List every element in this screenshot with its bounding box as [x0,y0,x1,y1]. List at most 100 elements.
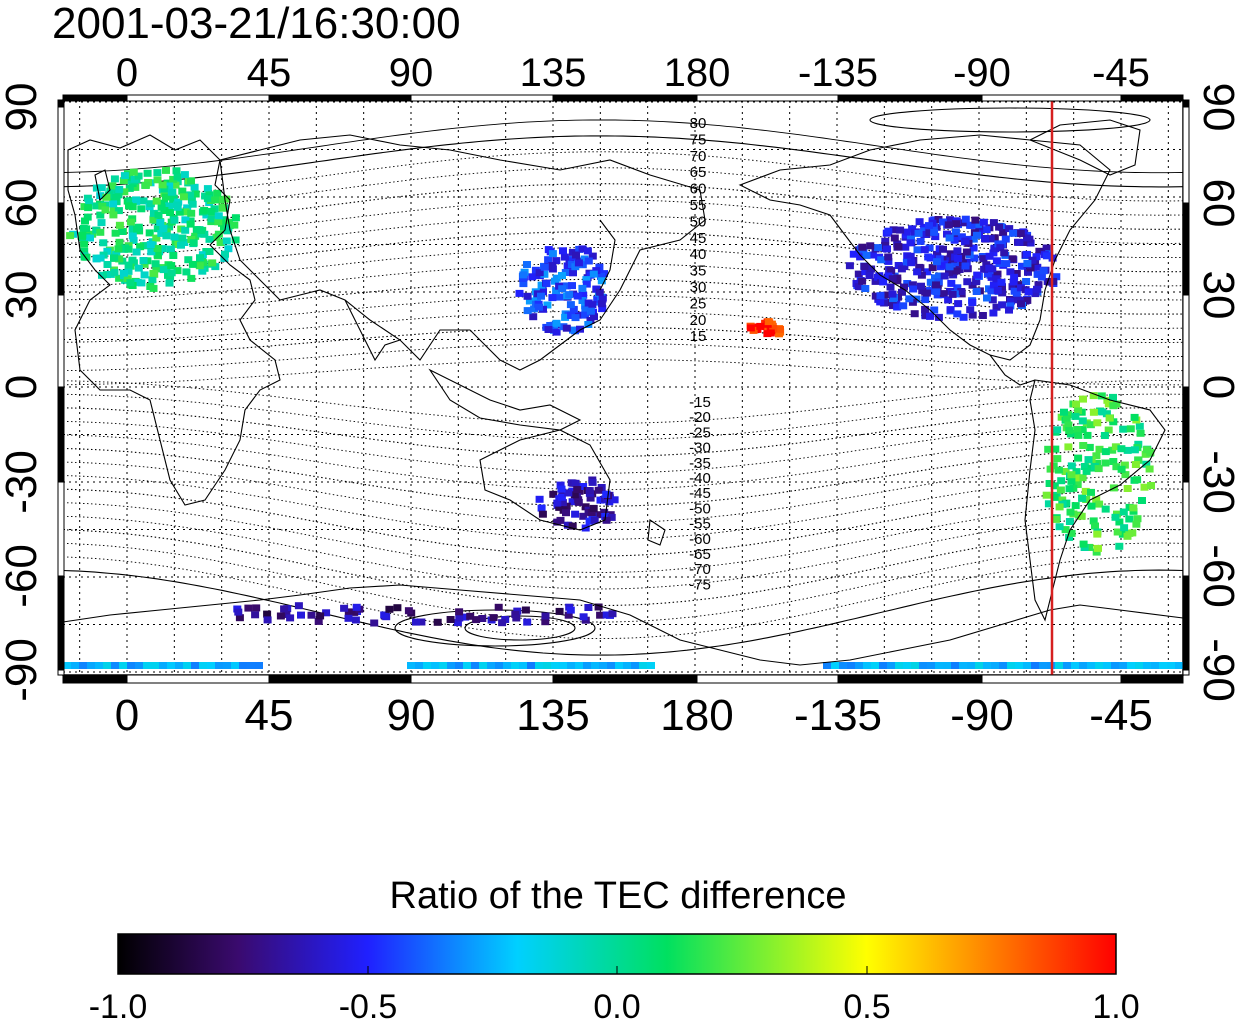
tec-cell [591,662,599,669]
tec-cell [286,614,295,622]
tec-cell [558,285,567,293]
tec-cell [945,234,954,242]
tec-cell [1073,481,1082,488]
lat-tick-left: 60 [0,179,46,228]
tec-cell [207,208,216,215]
tec-cell [958,219,967,227]
tec-cell [294,602,303,610]
tec-cell [1077,512,1086,520]
tec-cell [903,662,911,669]
tec-cell [1008,283,1017,291]
tec-cell [594,603,603,611]
tec-cell [1133,476,1142,484]
tec-cell [92,184,101,192]
tec-cell [216,196,225,204]
colorbar-tick-label: -1.0 [89,988,148,1024]
tec-cell [562,509,570,517]
tec-cell [548,262,557,269]
tec-cell [1050,482,1059,490]
axis-bar-left [57,106,65,204]
tec-cell [928,264,937,272]
lat-tick-left: -90 [0,638,46,702]
tec-cell [590,516,599,524]
tec-cell [370,619,379,627]
tec-cell [1094,465,1103,473]
tec-cell [203,195,212,203]
tec-cell [552,328,561,336]
tec-cell [1005,306,1013,314]
tec-cell [1007,297,1015,305]
coast-greenland [1028,119,1141,176]
tec-cell [159,225,168,232]
tec-cell [86,234,94,242]
tec-cell [1129,504,1138,512]
tec-cell [511,662,519,669]
tec-cell [598,295,607,303]
tec-cell [1078,417,1087,425]
mlat-label: 15 [690,328,707,345]
tec-cell [890,294,898,302]
tec-cell [1125,515,1134,523]
tec-cell [231,662,239,669]
tec-cell [129,236,138,244]
tec-cell [1010,273,1019,281]
tec-cell [181,208,190,216]
tec-cell [126,218,135,226]
tec-cell [931,274,939,282]
tec-cell [205,248,214,255]
tec-cell [244,604,253,612]
tec-cell [1089,517,1098,525]
tec-cell [1065,427,1074,435]
tec-cell [893,303,902,311]
colorbar-tick-label: -0.5 [339,988,398,1024]
tec-cell [580,255,589,263]
tec-cell [423,662,431,669]
tec-cell [1079,442,1088,449]
lon-tick-top: 90 [389,51,434,95]
tec-cell [926,312,935,320]
tec-cell [579,483,588,490]
tec-cell [551,277,559,285]
tec-cell [222,195,231,203]
coast-india [344,299,401,362]
tec-cell [973,231,981,239]
tec-cell [979,218,988,226]
mlat-contour [63,326,1183,358]
tec-cell [119,177,128,185]
tec-cell [307,611,316,619]
tec-cell [1071,412,1080,420]
tec-cell [1033,285,1041,293]
tec-cell [588,301,597,309]
tec-cell [972,288,981,295]
tec-cell [888,275,897,283]
tec-cell [963,278,972,286]
tec-cell [1000,249,1009,257]
tec-cell [989,281,998,289]
mlat-label: 30 [690,279,707,296]
tec-cell [1100,432,1109,439]
tec-cell [907,235,915,243]
tec-cell [766,329,775,337]
colorbar-tick-label: 0.5 [843,988,890,1024]
tec-cell [463,662,471,669]
tec-cell [544,256,553,264]
tec-cell [1112,463,1121,471]
tec-cell [568,498,577,506]
tec-cell [1026,239,1035,247]
tec-cell [119,269,128,277]
tec-cell [1042,491,1051,499]
tec-cell [537,504,546,512]
tec-cell [521,606,530,614]
tec-cell [149,216,158,224]
tec-cell [1023,296,1032,304]
tec-cell [863,662,871,669]
tec-cell [995,223,1004,231]
tec-cell [139,257,148,264]
tec-cell [1015,662,1023,669]
tec-cell [128,225,137,233]
tec-cell [191,662,199,669]
tec-cell [982,226,991,234]
tec-cell [1109,418,1118,426]
lon-tick-bottom: 45 [245,691,294,740]
tec-cell [153,244,162,252]
